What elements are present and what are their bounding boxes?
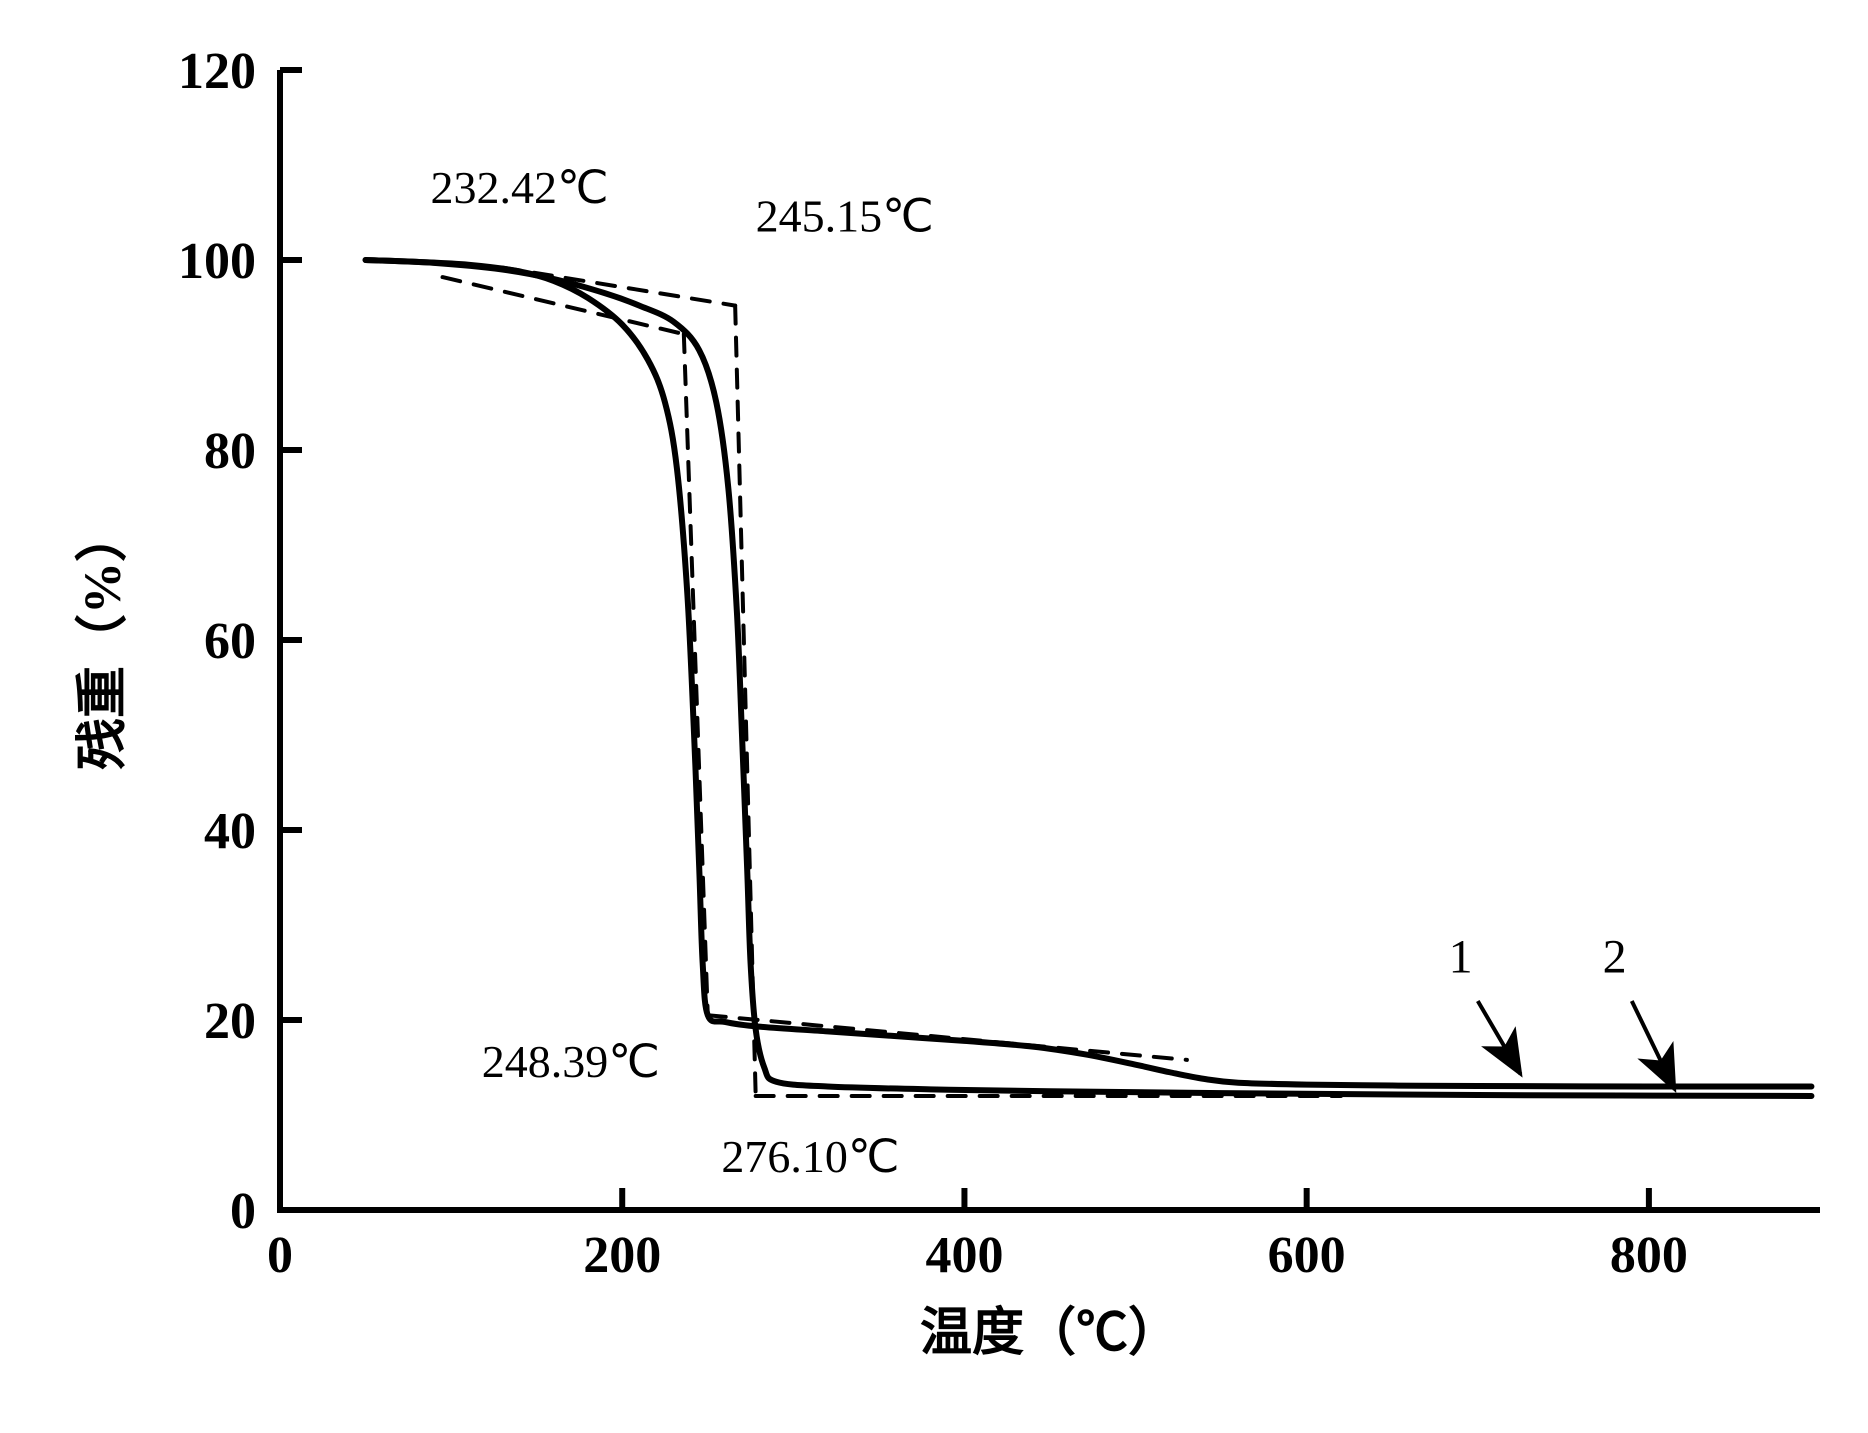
y-tick-label: 80 [204, 423, 256, 480]
annotation-4: 1 [1449, 931, 1473, 984]
tangent-t1_drop [684, 334, 708, 1015]
annotation-5: 2 [1603, 931, 1627, 984]
x-tick-label: 800 [1610, 1227, 1688, 1284]
y-axis-label: 残重（%） [74, 510, 132, 770]
curve-2 [366, 260, 1812, 1096]
y-tick-label: 60 [204, 613, 256, 670]
curve-1 [366, 260, 1812, 1087]
x-tick-label: 400 [925, 1227, 1003, 1284]
chart-svg: 0 200 400 600 800 温度（℃） 0 20 40 60 80 100 120 残重（%） 23… [0, 0, 1868, 1433]
x-tick-label: 200 [583, 1227, 661, 1284]
x-tick-label: 0 [267, 1227, 293, 1284]
y-tick-label: 20 [204, 993, 256, 1050]
annotation-2: 248.39℃ [482, 1036, 660, 1087]
annotation-3: 276.10℃ [721, 1131, 899, 1182]
y-tick-label: 100 [178, 233, 256, 290]
series-arrow-2 [1632, 1001, 1675, 1089]
x-tick-label: 600 [1268, 1227, 1346, 1284]
x-axis-label: 温度（℃） [920, 1304, 1180, 1362]
y-tick-label: 120 [178, 43, 256, 100]
annotation-0: 232.42℃ [430, 162, 608, 213]
y-tick-label: 0 [230, 1183, 256, 1240]
tga-chart: 0 200 400 600 800 温度（℃） 0 20 40 60 80 100 120 残重（%） 23… [0, 0, 1868, 1433]
y-tick-label: 40 [204, 803, 256, 860]
annotation-1: 245.15℃ [756, 191, 934, 242]
series-arrow-1 [1478, 1001, 1521, 1074]
